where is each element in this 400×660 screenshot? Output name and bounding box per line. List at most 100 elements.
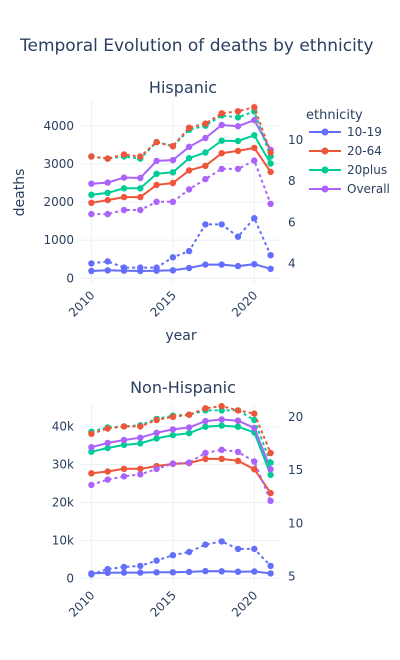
y2-tick-label: 10 <box>288 516 303 530</box>
data-point <box>267 497 274 505</box>
y-tick-label: 40k <box>52 420 74 434</box>
data-point <box>267 466 274 473</box>
data-point <box>104 189 111 197</box>
data-point <box>153 465 160 473</box>
data-point <box>169 569 177 576</box>
data-point <box>169 460 177 467</box>
data-point <box>88 448 95 455</box>
data-point <box>88 210 95 218</box>
data-point <box>137 569 144 576</box>
data-point <box>267 449 274 457</box>
series-20plus-solid <box>88 132 274 198</box>
y-tick-label: 4000 <box>43 119 74 133</box>
data-point <box>137 440 144 447</box>
data-point <box>185 143 193 150</box>
chart-title: Temporal Evolution of deaths by ethnicit… <box>19 36 374 56</box>
data-point <box>267 252 274 259</box>
y-tick-label: 1000 <box>43 233 74 247</box>
data-point <box>88 470 95 477</box>
legend-item-10-19[interactable]: 10-19 <box>309 125 382 139</box>
data-point <box>137 174 144 182</box>
data-point <box>169 426 177 433</box>
data-point <box>120 151 128 158</box>
data-point <box>202 405 209 412</box>
legend-label: 20plus <box>347 163 387 177</box>
data-point <box>251 458 258 465</box>
data-point <box>202 149 209 156</box>
data-point <box>202 567 209 575</box>
y-tick-label: 0 <box>66 571 74 585</box>
data-point <box>88 199 95 206</box>
data-point <box>120 569 128 576</box>
data-point <box>202 449 209 457</box>
data-point <box>88 191 95 198</box>
data-point <box>120 185 128 192</box>
data-point <box>88 153 95 160</box>
data-point <box>104 155 111 162</box>
data-point <box>202 120 209 127</box>
data-point <box>88 571 95 578</box>
y2-tick-label: 5 <box>288 570 296 584</box>
data-point <box>234 262 242 270</box>
data-point <box>234 147 242 155</box>
series-20-64-solid <box>88 144 274 206</box>
x-tick-label: 2015 <box>147 288 178 319</box>
data-point <box>185 167 193 174</box>
data-point <box>251 104 258 111</box>
data-point <box>137 264 144 271</box>
x-axis-label: year <box>165 328 196 344</box>
data-point <box>153 416 160 424</box>
y2-tick-label: 6 <box>288 215 296 229</box>
series-Overall-dotted <box>88 157 274 218</box>
data-point <box>88 481 95 489</box>
series-Overall-dotted <box>88 446 274 505</box>
data-point <box>185 155 193 162</box>
data-point <box>88 260 95 267</box>
legend-item-20-64[interactable]: 20-64 <box>309 144 382 158</box>
data-point <box>153 569 160 576</box>
data-point <box>218 150 225 157</box>
data-point <box>120 206 128 214</box>
data-point <box>234 423 242 430</box>
data-point <box>267 200 274 207</box>
data-point <box>137 193 144 201</box>
data-point <box>267 149 274 156</box>
data-point <box>169 431 177 439</box>
series-Overall-solid <box>88 416 274 473</box>
data-point <box>251 410 258 417</box>
data-point <box>185 424 193 431</box>
data-point <box>218 137 225 144</box>
data-point <box>137 423 144 430</box>
series-Overall-solid <box>88 116 274 187</box>
data-point <box>153 181 160 189</box>
data-point <box>218 110 225 117</box>
subplot-title: Hispanic <box>149 78 217 97</box>
panel-non-hispanic: 2010 2015 2020 0 10k 20k 30k 40k 5 10 15 20 Non-Hisp… <box>52 378 304 620</box>
legend-item-overall[interactable]: Overall <box>309 182 390 196</box>
data-point <box>202 261 209 268</box>
data-point <box>104 210 111 218</box>
data-point <box>153 557 160 564</box>
data-point <box>234 114 242 121</box>
data-point <box>218 221 225 228</box>
legend: ethnicity 10-19 20-64 20plus Overall <box>306 108 390 196</box>
x-tick-label: 2010 <box>66 288 97 319</box>
data-point <box>104 425 111 432</box>
data-point <box>218 165 225 173</box>
data-point <box>137 562 144 570</box>
data-point <box>251 568 258 575</box>
data-point <box>153 435 160 442</box>
y-tick-label: 30k <box>52 458 74 472</box>
data-point <box>251 116 258 124</box>
data-point <box>251 466 258 473</box>
data-point <box>234 417 242 424</box>
panel-hispanic: 2010 2015 2020 0 1000 2000 3000 4000 4 6 8 10 Hispan… <box>12 78 303 344</box>
data-point <box>153 138 160 146</box>
legend-item-20plus[interactable]: 20plus <box>309 163 387 177</box>
data-point <box>267 489 274 497</box>
data-point <box>104 565 111 573</box>
data-point <box>120 465 128 472</box>
subplot-title: Non-Hispanic <box>130 378 236 397</box>
data-point <box>234 545 242 553</box>
